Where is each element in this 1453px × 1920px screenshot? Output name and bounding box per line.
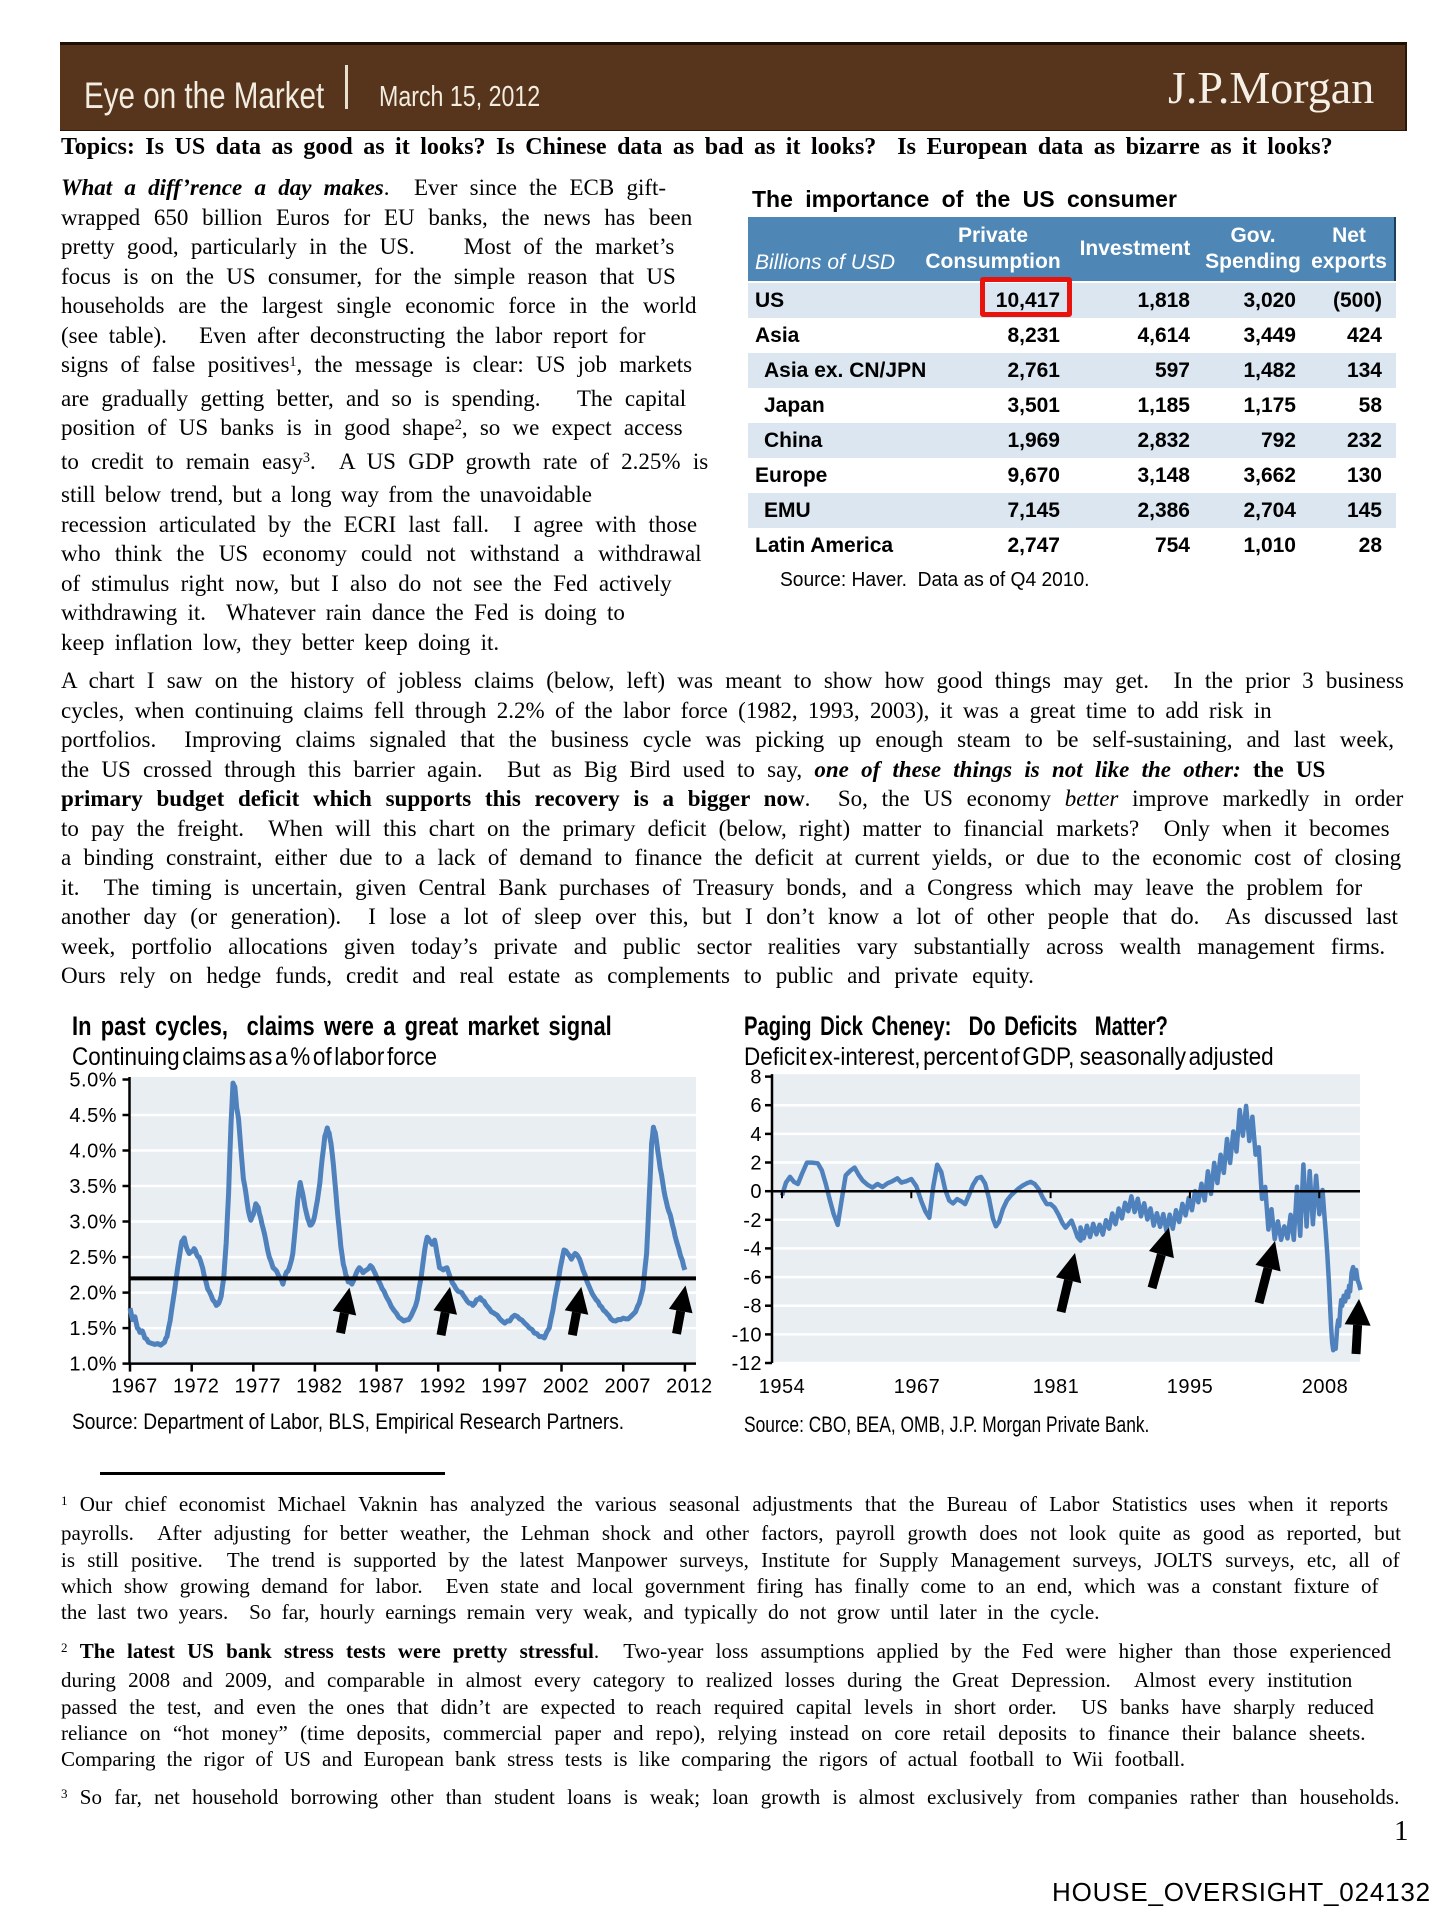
svg-text:2007: 2007 — [604, 1376, 651, 1398]
svg-text:5.0%: 5.0% — [69, 1070, 117, 1092]
svg-text:-2: -2 — [743, 1210, 762, 1232]
svg-text:1982: 1982 — [296, 1376, 343, 1398]
svg-text:1.0%: 1.0% — [69, 1354, 117, 1376]
svg-text:8: 8 — [750, 1067, 762, 1089]
svg-text:0: 0 — [750, 1181, 762, 1203]
svg-text:6: 6 — [750, 1095, 762, 1117]
svg-text:1977: 1977 — [235, 1376, 282, 1398]
svg-text:3.0%: 3.0% — [69, 1212, 117, 1234]
svg-text:2008: 2008 — [1302, 1376, 1349, 1398]
svg-text:4.0%: 4.0% — [69, 1141, 117, 1163]
svg-text:1995: 1995 — [1167, 1376, 1214, 1398]
svg-text:3.5%: 3.5% — [69, 1176, 117, 1198]
svg-text:1967: 1967 — [894, 1376, 941, 1398]
svg-text:1981: 1981 — [1033, 1376, 1080, 1398]
svg-text:4: 4 — [750, 1124, 762, 1146]
svg-text:2.0%: 2.0% — [69, 1283, 117, 1305]
svg-text:-10: -10 — [732, 1324, 762, 1346]
svg-text:2.5%: 2.5% — [69, 1247, 117, 1269]
svg-text:1992: 1992 — [420, 1376, 467, 1398]
svg-text:-12: -12 — [732, 1353, 762, 1375]
svg-text:2012: 2012 — [666, 1376, 713, 1398]
svg-text:1987: 1987 — [358, 1376, 405, 1398]
svg-text:4.5%: 4.5% — [69, 1105, 117, 1127]
svg-text:1954: 1954 — [759, 1376, 806, 1398]
svg-text:-8: -8 — [743, 1296, 762, 1318]
svg-text:1.5%: 1.5% — [69, 1318, 117, 1340]
svg-text:1997: 1997 — [481, 1376, 528, 1398]
svg-text:-4: -4 — [743, 1238, 762, 1260]
svg-text:-6: -6 — [743, 1267, 762, 1289]
svg-text:1967: 1967 — [111, 1376, 158, 1398]
svg-text:2: 2 — [750, 1153, 762, 1175]
svg-text:2002: 2002 — [543, 1376, 590, 1398]
svg-text:1972: 1972 — [173, 1376, 220, 1398]
